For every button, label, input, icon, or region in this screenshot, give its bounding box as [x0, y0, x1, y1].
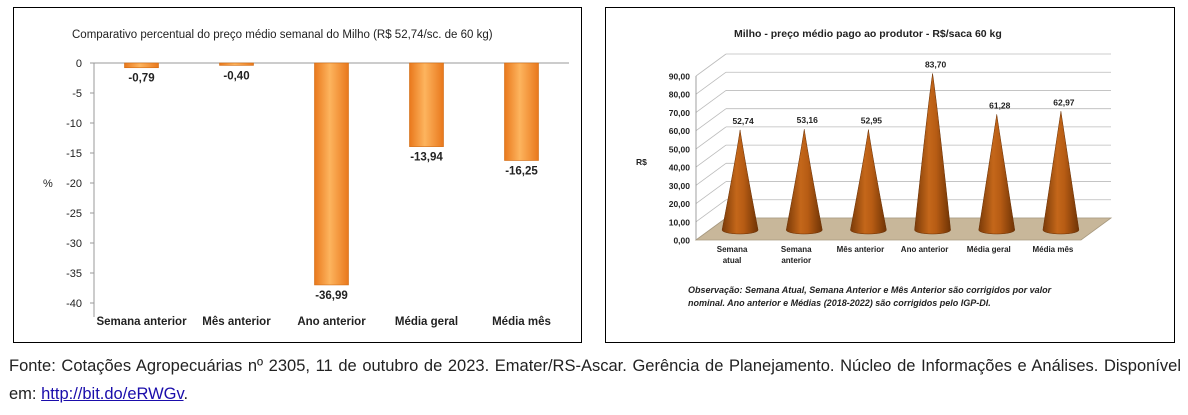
category-label: Média geral: [395, 316, 458, 328]
y-tick-label: 70,00: [669, 108, 691, 118]
y-tick-label: 40,00: [669, 163, 691, 173]
chart-price-cones: Milho - preço médio pago ao produtor - R…: [605, 7, 1175, 343]
grid-slant: [695, 163, 727, 186]
chart-note: nominal. Ano anterior e Médias (2018-202…: [688, 298, 991, 308]
cone-value-label: 52,74: [732, 116, 754, 126]
cone-value-label: 61,28: [989, 100, 1011, 110]
grid-slant: [695, 108, 727, 131]
bar-value-label: -0,40: [223, 70, 249, 82]
bar: [314, 62, 349, 286]
y-tick-label: 80,00: [669, 90, 691, 100]
category-label: Mês anterior: [837, 245, 885, 254]
category-label: Ano anterior: [297, 316, 366, 328]
grid-slant: [695, 71, 727, 95]
cone-bar: [785, 129, 823, 235]
y-tick-label: -5: [72, 88, 82, 100]
chart-percent-svg: Comparativo percentual do preço médio se…: [43, 29, 569, 328]
grid-slant: [695, 144, 727, 168]
chart-note: Observação: Semana Atual, Semana Anterio…: [688, 285, 1052, 295]
y-tick-label: -20: [66, 178, 82, 190]
y-tick-label: 30,00: [669, 181, 691, 191]
grid-slant: [695, 53, 727, 77]
cone-bar: [978, 114, 1016, 235]
category-label: Semana anterior: [96, 316, 187, 328]
y-tick-label: -15: [66, 148, 82, 160]
chart-price-svg: Milho - preço médio pago ao produtor - R…: [636, 28, 1113, 308]
y-tick-label: 60,00: [669, 126, 691, 136]
cone-bar: [914, 73, 951, 235]
cone-bar: [721, 129, 759, 235]
y-tick-label: 20,00: [669, 199, 691, 209]
bar: [124, 62, 159, 69]
grid-slant: [695, 199, 727, 223]
chart-title: Milho - preço médio pago ao produtor - R…: [734, 28, 1002, 40]
grid-slant: [695, 181, 727, 204]
y-tick-label: -10: [66, 118, 82, 130]
caption-text: Fonte: Cotações Agropecuárias nº 2305, 1…: [9, 357, 1181, 403]
cone-value-label: 52,95: [861, 116, 883, 126]
chart-title: Comparativo percentual do preço médio se…: [72, 29, 493, 41]
bar-value-label: -0,79: [128, 73, 154, 85]
cone-value-label: 83,70: [925, 59, 947, 69]
grid-slant: [695, 90, 727, 113]
source-link[interactable]: http://bit.do/eRWGv: [41, 385, 184, 403]
bar-value-label: -36,99: [315, 290, 348, 302]
category-label: Média mês: [492, 316, 551, 328]
bar: [409, 62, 444, 147]
category-label: atual: [723, 256, 742, 265]
y-tick-label: 10,00: [669, 217, 691, 227]
category-label: anterior: [781, 256, 811, 265]
y-tick-label: -30: [66, 238, 82, 250]
category-label: Mês anterior: [202, 316, 271, 328]
bar: [504, 62, 539, 161]
chart-percent-comparison: Comparativo percentual do preço médio se…: [13, 7, 582, 343]
category-label: Ano anterior: [901, 245, 949, 254]
cone-value-label: 62,97: [1053, 97, 1075, 107]
bar-value-label: -13,94: [410, 152, 443, 164]
cone-bar: [850, 129, 887, 235]
y-tick-label: 90,00: [669, 72, 691, 82]
category-label: Semana: [717, 245, 748, 254]
source-caption: Fonte: Cotações Agropecuárias nº 2305, 1…: [9, 352, 1181, 408]
bar-value-label: -16,25: [505, 166, 538, 178]
grid-slant: [695, 126, 727, 150]
category-label: Média geral: [967, 245, 1011, 254]
y-tick-label: 50,00: [669, 144, 691, 154]
category-label: Semana: [781, 245, 812, 254]
y-axis-label: R$: [636, 157, 647, 167]
y-tick-label: -25: [66, 208, 82, 220]
y-tick-label: -35: [66, 268, 82, 280]
y-tick-label: -40: [66, 298, 82, 310]
category-label: Média mês: [1032, 245, 1073, 254]
caption-end: .: [183, 385, 189, 403]
y-tick-label: 0,00: [673, 236, 690, 246]
y-axis-label: %: [43, 178, 53, 190]
cone-value-label: 53,16: [797, 115, 819, 125]
y-tick-label: 0: [76, 58, 82, 70]
bar: [219, 62, 254, 66]
cone-bar: [1042, 111, 1080, 235]
